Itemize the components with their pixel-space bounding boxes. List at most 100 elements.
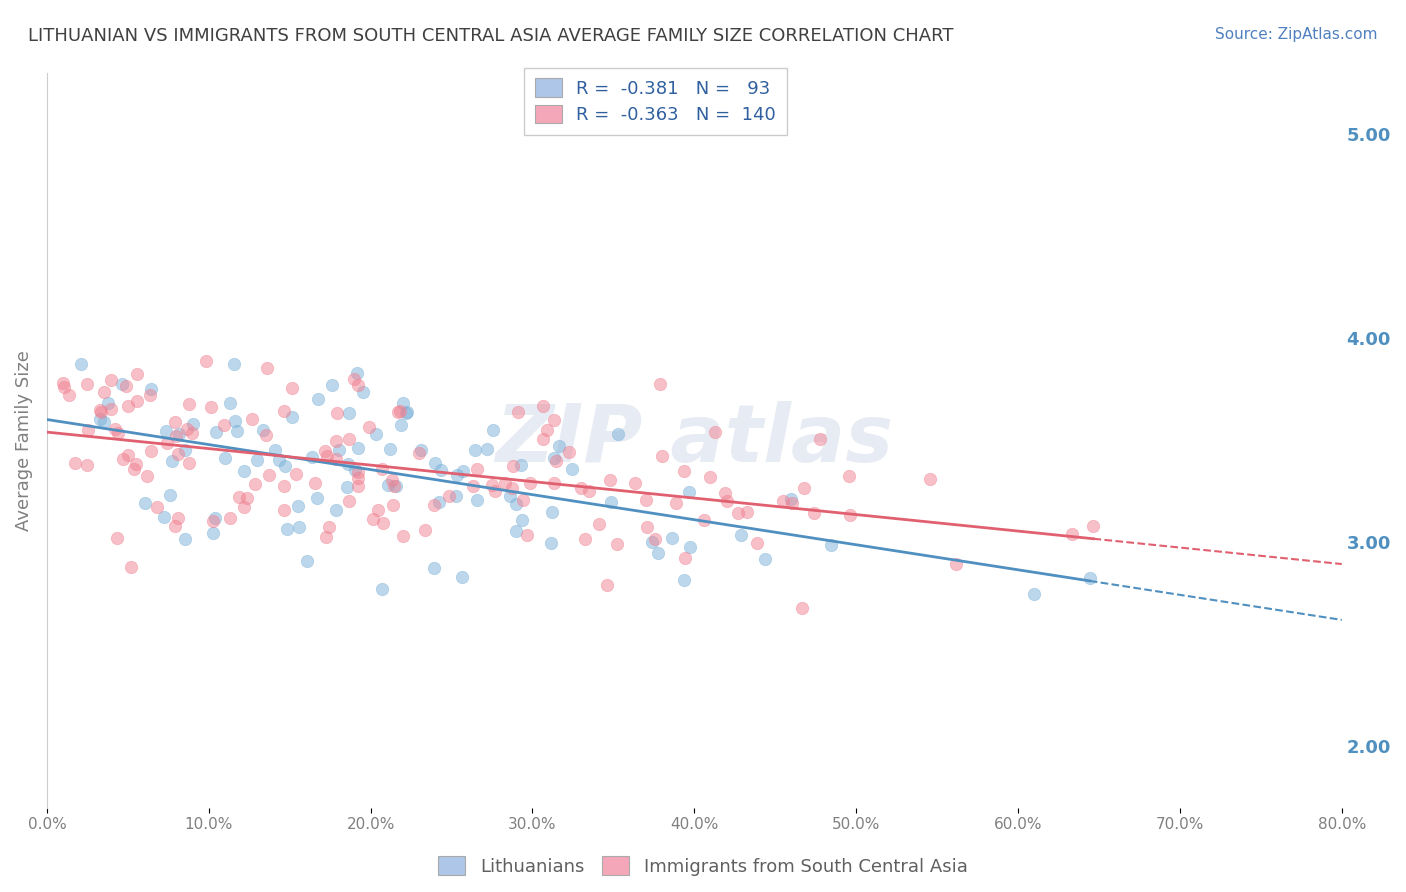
- Lithuanians: [321, 378, 343, 392]
- Legend: Lithuanians, Immigrants from South Central Asia: Lithuanians, Immigrants from South Centr…: [432, 849, 974, 883]
- Lithuanians: [465, 492, 488, 507]
- Immigrants from South Central Asia: [89, 403, 111, 417]
- Immigrants from South Central Asia: [481, 478, 503, 492]
- Immigrants from South Central Asia: [484, 484, 506, 499]
- Immigrants from South Central Asia: [382, 478, 405, 492]
- Immigrants from South Central Asia: [135, 469, 157, 483]
- Lithuanians: [111, 377, 134, 392]
- Immigrants from South Central Asia: [408, 446, 430, 460]
- Lithuanians: [820, 538, 842, 552]
- Lithuanians: [510, 513, 533, 527]
- Immigrants from South Central Asia: [413, 523, 436, 537]
- Lithuanians: [181, 417, 204, 431]
- Lithuanians: [344, 462, 367, 476]
- Immigrants from South Central Asia: [665, 496, 688, 510]
- Lithuanians: [392, 396, 415, 410]
- Lithuanians: [305, 491, 328, 506]
- Immigrants from South Central Asia: [181, 425, 204, 440]
- Immigrants from South Central Asia: [359, 420, 381, 434]
- Immigrants from South Central Asia: [100, 401, 122, 416]
- Immigrants from South Central Asia: [574, 532, 596, 546]
- Lithuanians: [754, 552, 776, 566]
- Lithuanians: [371, 582, 394, 596]
- Immigrants from South Central Asia: [254, 428, 277, 442]
- Immigrants from South Central Asia: [347, 479, 370, 493]
- Lithuanians: [336, 480, 359, 494]
- Immigrants from South Central Asia: [699, 470, 721, 484]
- Immigrants from South Central Asia: [232, 500, 254, 514]
- Immigrants from South Central Asia: [716, 494, 738, 508]
- Lithuanians: [307, 392, 329, 407]
- Immigrants from South Central Asia: [125, 367, 148, 381]
- Immigrants from South Central Asia: [280, 381, 302, 395]
- Immigrants from South Central Asia: [315, 449, 337, 463]
- Immigrants from South Central Asia: [650, 376, 672, 391]
- Immigrants from South Central Asia: [165, 429, 187, 443]
- Immigrants from South Central Asia: [347, 471, 370, 485]
- Immigrants from South Central Asia: [117, 448, 139, 462]
- Immigrants from South Central Asia: [346, 378, 368, 392]
- Lithuanians: [377, 477, 399, 491]
- Lithuanians: [672, 573, 695, 587]
- Lithuanians: [378, 442, 401, 456]
- Immigrants from South Central Asia: [273, 404, 295, 418]
- Immigrants from South Central Asia: [63, 456, 86, 470]
- Lithuanians: [287, 500, 309, 514]
- Lithuanians: [482, 423, 505, 437]
- Lithuanians: [173, 533, 195, 547]
- Lithuanians: [780, 491, 803, 506]
- Lithuanians: [202, 525, 225, 540]
- Immigrants from South Central Asia: [107, 425, 129, 440]
- Immigrants from South Central Asia: [76, 423, 98, 437]
- Immigrants from South Central Asia: [606, 537, 628, 551]
- Lithuanians: [328, 443, 350, 458]
- Lithuanians: [385, 479, 408, 493]
- Lithuanians: [352, 385, 374, 400]
- Immigrants from South Central Asia: [727, 507, 749, 521]
- Immigrants from South Central Asia: [326, 406, 349, 420]
- Lithuanians: [429, 463, 451, 477]
- Immigrants from South Central Asia: [195, 353, 218, 368]
- Lithuanians: [423, 456, 446, 470]
- Lithuanians: [427, 495, 450, 509]
- Lithuanians: [395, 407, 418, 421]
- Immigrants from South Central Asia: [599, 473, 621, 487]
- Lithuanians: [446, 468, 468, 483]
- Lithuanians: [159, 488, 181, 502]
- Lithuanians: [204, 511, 226, 525]
- Lithuanians: [264, 442, 287, 457]
- Immigrants from South Central Asia: [543, 475, 565, 490]
- Immigrants from South Central Asia: [1060, 527, 1083, 541]
- Lithuanians: [267, 453, 290, 467]
- Immigrants from South Central Asia: [361, 512, 384, 526]
- Lithuanians: [505, 524, 527, 538]
- Lithuanians: [543, 450, 565, 465]
- Immigrants from South Central Asia: [105, 532, 128, 546]
- Lithuanians: [233, 464, 256, 478]
- Immigrants from South Central Asia: [245, 477, 267, 491]
- Immigrants from South Central Asia: [494, 475, 516, 490]
- Lithuanians: [205, 425, 228, 439]
- Lithuanians: [70, 357, 93, 371]
- Immigrants from South Central Asia: [636, 520, 658, 534]
- Immigrants from South Central Asia: [125, 457, 148, 471]
- Lithuanians: [97, 396, 120, 410]
- Immigrants from South Central Asia: [512, 493, 534, 508]
- Immigrants from South Central Asia: [76, 458, 98, 472]
- Immigrants from South Central Asia: [52, 379, 75, 393]
- Lithuanians: [411, 442, 433, 457]
- Immigrants from South Central Asia: [104, 422, 127, 436]
- Lithuanians: [252, 423, 274, 437]
- Lithuanians: [647, 546, 669, 560]
- Immigrants from South Central Asia: [115, 379, 138, 393]
- Immigrants from South Central Asia: [673, 551, 696, 566]
- Immigrants from South Central Asia: [177, 456, 200, 470]
- Immigrants from South Central Asia: [90, 405, 112, 419]
- Immigrants from South Central Asia: [256, 361, 278, 376]
- Immigrants from South Central Asia: [595, 578, 617, 592]
- Immigrants from South Central Asia: [346, 465, 368, 479]
- Immigrants from South Central Asia: [536, 423, 558, 437]
- Immigrants from South Central Asia: [838, 468, 860, 483]
- Text: Source: ZipAtlas.com: Source: ZipAtlas.com: [1215, 27, 1378, 42]
- Immigrants from South Central Asia: [735, 505, 758, 519]
